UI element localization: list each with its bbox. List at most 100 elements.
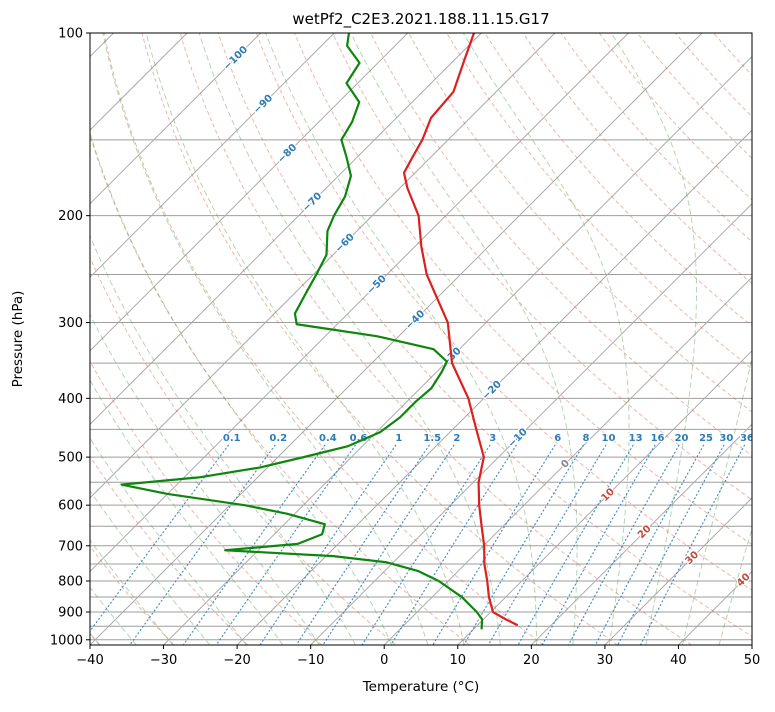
moist-adiabat-35 — [610, 33, 697, 645]
x-tick-label: 50 — [744, 653, 761, 668]
x-tick-label: −20 — [223, 653, 250, 668]
mixing-ratio-label: 10 — [602, 433, 616, 444]
isotherm-0 — [383, 276, 752, 645]
mixing-ratio-label: 25 — [699, 433, 713, 444]
moist-adiabat--30 — [90, 539, 174, 645]
isotherm--30 — [163, 55, 752, 645]
isotherm--80 — [90, 33, 409, 352]
x-tick-label: −10 — [297, 653, 324, 668]
mixing-ratio-label: 0.2 — [269, 433, 287, 444]
dry-adiabat-130 — [522, 33, 752, 285]
mixing-ratio-label: 4 — [516, 433, 523, 444]
y-tick-label: 400 — [58, 392, 83, 407]
y-tick-label: 500 — [58, 451, 83, 466]
mixing-ratio-label: 13 — [629, 433, 643, 444]
mixing-ratio-label: 2 — [453, 433, 460, 444]
isotherm-50 — [751, 644, 752, 645]
mixing-ratio-line-10 — [487, 444, 607, 645]
plot-frame — [89, 32, 753, 646]
mixing-ratio-line-0.4 — [182, 444, 326, 645]
mixing-ratio-label: 30 — [719, 433, 733, 444]
dry-adiabat-90 — [370, 33, 752, 457]
x-tick-label: 20 — [523, 653, 540, 668]
dry-adiabat-160 — [636, 33, 752, 159]
y-tick-label: 300 — [58, 316, 83, 331]
mixing-ratio-line-16 — [541, 444, 656, 645]
mixing-ratio-label: 0.1 — [223, 433, 241, 444]
y-tick-label: 600 — [58, 499, 83, 514]
x-tick-label: 40 — [670, 653, 687, 668]
sounding-curves — [120, 33, 518, 630]
moist-adiabat-25 — [350, 33, 578, 645]
axis-titles: wetPf2_C2E3.2021.188.11.15.G17 Temperatu… — [10, 10, 550, 695]
moist-adiabat-lines — [90, 33, 775, 645]
dry-adiabat-180 — [713, 33, 752, 76]
dry-adiabat-50 — [217, 33, 752, 638]
isotherm--60 — [90, 33, 556, 499]
isotherm--100 — [90, 33, 262, 205]
x-axis-title: Temperature (°C) — [362, 679, 480, 695]
mixing-ratio-line-30 — [617, 444, 725, 645]
x-tick-label: −40 — [76, 653, 103, 668]
moist-adiabat-5 — [102, 33, 429, 645]
mixing-ratio-line-6 — [432, 444, 556, 645]
moist-adiabat-20 — [265, 33, 538, 645]
mixing-ratio-label: 8 — [583, 433, 590, 444]
dry-adiabat-140 — [560, 33, 752, 243]
isotherm--110 — [90, 33, 188, 131]
x-tick-label: 10 — [450, 653, 467, 668]
mixing-ratio-line-0.1 — [90, 444, 230, 633]
dewpoint-curve — [120, 33, 484, 630]
moist-adiabat--35 — [90, 586, 137, 645]
moist-adiabat-0 — [90, 131, 393, 645]
mixing-ratio-line-13 — [517, 444, 634, 645]
isotherm-lines — [90, 33, 752, 645]
moist-adiabat--15 — [90, 379, 284, 645]
y-tick-label: 100 — [58, 27, 83, 42]
mixing-ratio-line-0.2 — [129, 444, 276, 645]
dry-adiabat-20 — [103, 33, 544, 645]
mixing-ratio-label: 1 — [395, 433, 402, 444]
y-tick-label: 800 — [58, 574, 83, 589]
moist-adiabat-30 — [462, 33, 630, 645]
isotherm--50 — [90, 33, 629, 573]
moist-adiabat--20 — [90, 437, 247, 645]
isotherm-label: −10 — [506, 427, 530, 451]
isotherm--90 — [90, 33, 335, 278]
isotherm--10 — [310, 202, 752, 645]
moist-adiabat--5 — [90, 234, 356, 645]
moist-adiabat-45 — [718, 526, 752, 645]
y-tick-label: 200 — [58, 209, 83, 224]
mixing-ratio-line-36 — [639, 444, 746, 645]
isotherm--20 — [236, 129, 752, 645]
x-tick-label: −30 — [150, 653, 177, 668]
mixing-ratio-label: 0.4 — [319, 433, 337, 444]
y-axis-title: Pressure (hPa) — [10, 291, 26, 388]
mixing-ratio-label: 0.6 — [350, 433, 368, 444]
dry-adiabat-40 — [179, 33, 692, 645]
mixing-ratio-label: 16 — [651, 433, 665, 444]
dry-adiabat-80 — [332, 33, 752, 501]
x-tick-label: 0 — [380, 653, 388, 668]
dry-adiabat-30 — [141, 33, 618, 645]
temperature-curve — [402, 33, 518, 626]
isotherm-label: −80 — [276, 142, 300, 166]
mixing-ratio-label: 3 — [489, 433, 496, 444]
y-tick-label: 700 — [58, 539, 83, 554]
isotherm-10 — [457, 350, 752, 645]
dry-adiabat-120 — [484, 33, 752, 327]
dry-adiabat-100 — [408, 33, 752, 413]
mixing-ratio-label: 6 — [554, 433, 561, 444]
isotherm--70 — [90, 33, 482, 426]
moist-adiabat--25 — [90, 489, 211, 645]
isotherm-label: −100 — [222, 44, 250, 72]
y-tick-label: 900 — [58, 606, 83, 621]
y-tick-label: 1000 — [50, 633, 83, 648]
mixing-ratio-label: 20 — [675, 433, 689, 444]
mixing-ratio-line-8 — [463, 444, 584, 645]
moist-adiabat-50 — [756, 33, 775, 645]
mixing-ratio-line-20 — [567, 444, 680, 645]
moist-adiabat-10 — [145, 33, 465, 645]
dry-adiabat--20 — [90, 455, 249, 645]
dry-adiabat-190 — [751, 33, 752, 35]
